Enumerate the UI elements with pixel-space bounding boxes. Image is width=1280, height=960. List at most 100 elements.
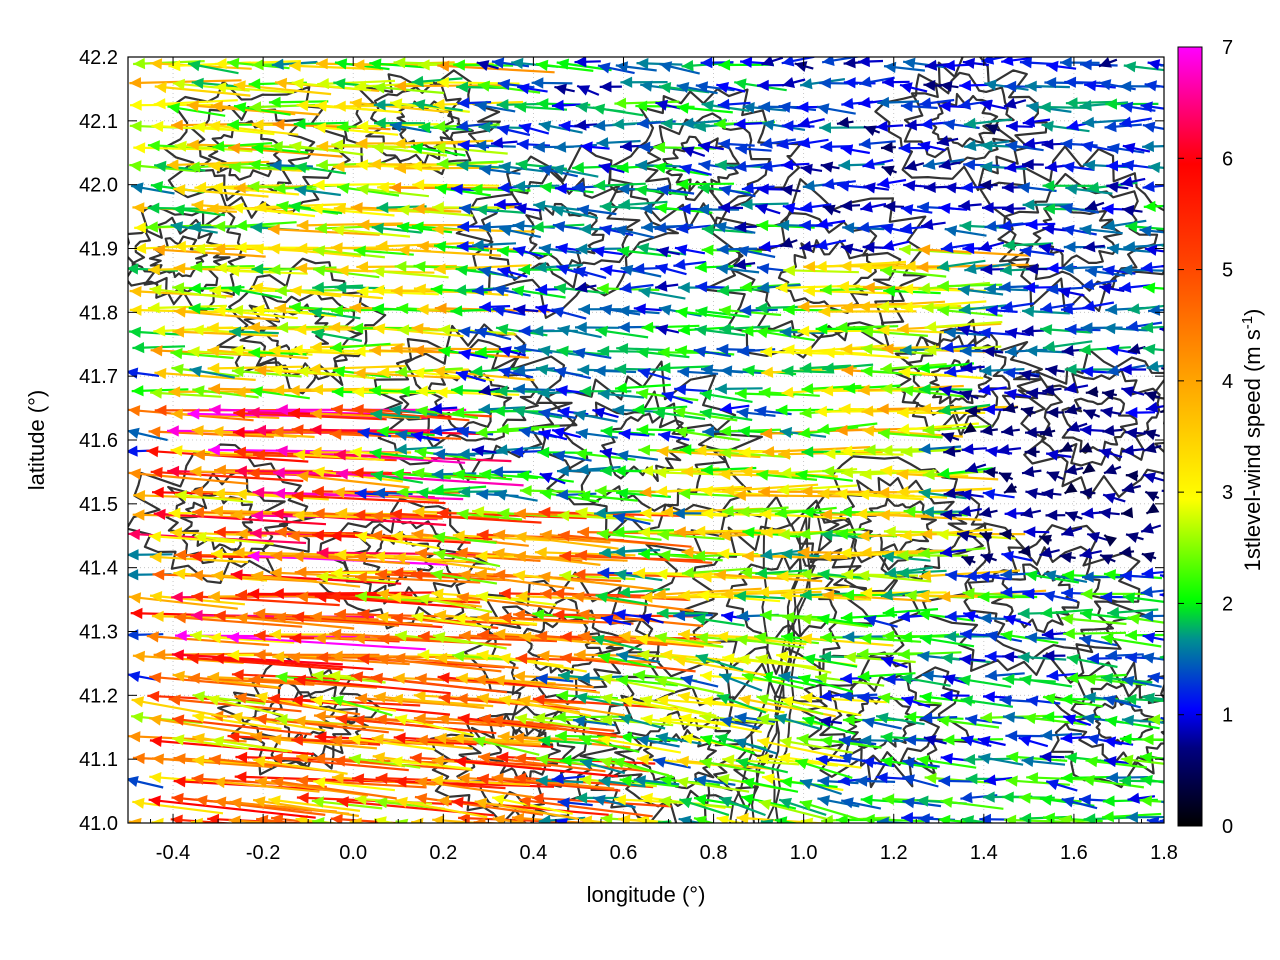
- wind-vector-shaft: [675, 779, 750, 793]
- wind-vector-head: [1142, 692, 1155, 704]
- wind-vector-head: [774, 713, 788, 725]
- wind-vector-head: [129, 817, 142, 823]
- wind-vector-head: [1121, 714, 1134, 726]
- wind-vector: [1019, 674, 1073, 688]
- wind-vector-head: [231, 669, 244, 681]
- wind-vector-shaft: [474, 678, 594, 689]
- wind-vector: [192, 691, 266, 705]
- wind-vector-head: [639, 695, 653, 707]
- wind-vector: [491, 772, 615, 790]
- wind-vector-head: [719, 716, 733, 728]
- wind-vector: [288, 652, 410, 666]
- wind-vector-head: [1126, 811, 1138, 823]
- wind-vector-head: [153, 649, 166, 661]
- wind-vector: [633, 775, 680, 787]
- wind-vector-shaft: [271, 779, 397, 800]
- wind-vector-head: [1002, 791, 1014, 803]
- wind-vector-head: [961, 815, 975, 823]
- wind-vector-head: [391, 693, 404, 705]
- wind-vector-shaft: [491, 796, 573, 815]
- wind-vector: [817, 775, 859, 787]
- wind-vector-head: [288, 652, 301, 664]
- wind-vector-head: [256, 814, 269, 823]
- wind-vector-head: [171, 649, 184, 661]
- wind-vector-head: [267, 693, 280, 705]
- wind-vector: [268, 795, 361, 812]
- wind-vector-head: [673, 655, 687, 667]
- wind-vector-head: [758, 799, 772, 810]
- wind-vector-head: [738, 694, 752, 706]
- wind-vector-head: [618, 814, 631, 823]
- wind-vector-shaft: [252, 798, 360, 818]
- wind-vector-shaft: [700, 698, 785, 714]
- wind-vector: [390, 756, 472, 770]
- wind-vector-head: [916, 754, 930, 767]
- wind-vector-shaft: [431, 778, 530, 786]
- wind-vector-head: [875, 772, 888, 784]
- wind-vector-head: [960, 695, 973, 707]
- wind-vector-shaft: [491, 718, 623, 739]
- wind-vector-head: [536, 754, 549, 766]
- wind-vector-head: [798, 674, 811, 686]
- wind-vector: [293, 715, 404, 732]
- contour-line: [928, 92, 999, 148]
- wind-vector: [491, 794, 573, 815]
- contour-line: [148, 235, 208, 279]
- wind-vector-head: [679, 713, 692, 725]
- wind-vector-head: [496, 751, 509, 763]
- wind-vector-head: [457, 772, 470, 784]
- wind-vector-head: [1104, 755, 1117, 768]
- wind-vector-head: [580, 815, 593, 823]
- wind-vector: [598, 776, 646, 788]
- wind-vector-head: [1083, 692, 1097, 704]
- wind-vector: [597, 652, 657, 669]
- wind-vector-head: [296, 775, 309, 787]
- wind-vector: [1142, 692, 1164, 704]
- wind-vector-head: [1043, 812, 1055, 823]
- wind-vector: [592, 794, 636, 809]
- wind-vector: [699, 757, 765, 775]
- wind-vector-shaft: [293, 719, 404, 732]
- wind-vector-head: [395, 796, 408, 808]
- wind-vector-head: [452, 650, 465, 662]
- wind-vector-head: [1082, 774, 1095, 787]
- wind-vector-head: [1121, 675, 1135, 687]
- wind-vector-head: [149, 772, 162, 784]
- wind-vector-head: [1147, 672, 1161, 684]
- wind-vector-head: [417, 649, 430, 661]
- wind-vector-head: [741, 671, 755, 683]
- wind-vector-head: [756, 694, 770, 705]
- contour-line: [561, 390, 728, 512]
- wind-vector: [1082, 774, 1145, 789]
- wind-vector-head: [250, 731, 263, 743]
- wind-vector-head: [715, 733, 728, 745]
- wind-vector-shaft: [330, 654, 448, 658]
- wind-vector-head: [778, 752, 791, 764]
- wind-vector-shaft: [348, 756, 421, 769]
- wind-vector-head: [559, 754, 572, 766]
- wind-vector: [902, 774, 939, 788]
- wind-vector-head: [513, 670, 526, 683]
- wind-vector-head: [659, 774, 672, 786]
- wind-vector-head: [880, 756, 894, 768]
- wind-vector-head: [457, 713, 470, 725]
- wind-vector-head: [938, 775, 951, 787]
- contour-line: [845, 695, 917, 750]
- wind-vector-head: [1023, 712, 1036, 725]
- wind-vector-head: [350, 671, 364, 683]
- wind-vector-shaft: [780, 698, 862, 717]
- wind-vector-head: [916, 795, 929, 807]
- wind-vector: [234, 771, 395, 783]
- wind-vector: [1039, 751, 1065, 763]
- wind-vector-head: [394, 776, 407, 788]
- wind-vector-head: [983, 774, 997, 786]
- wind-vector-head: [815, 672, 828, 684]
- wind-vector-shaft: [212, 780, 320, 793]
- wind-vector-head: [354, 793, 367, 806]
- wind-vector-head: [902, 757, 915, 769]
- wind-vector: [960, 695, 1014, 708]
- wind-vector-head: [370, 672, 383, 684]
- wind-vector-shaft: [370, 676, 508, 694]
- wind-vector-shaft: [579, 818, 620, 823]
- wind-vector-shaft: [211, 738, 288, 753]
